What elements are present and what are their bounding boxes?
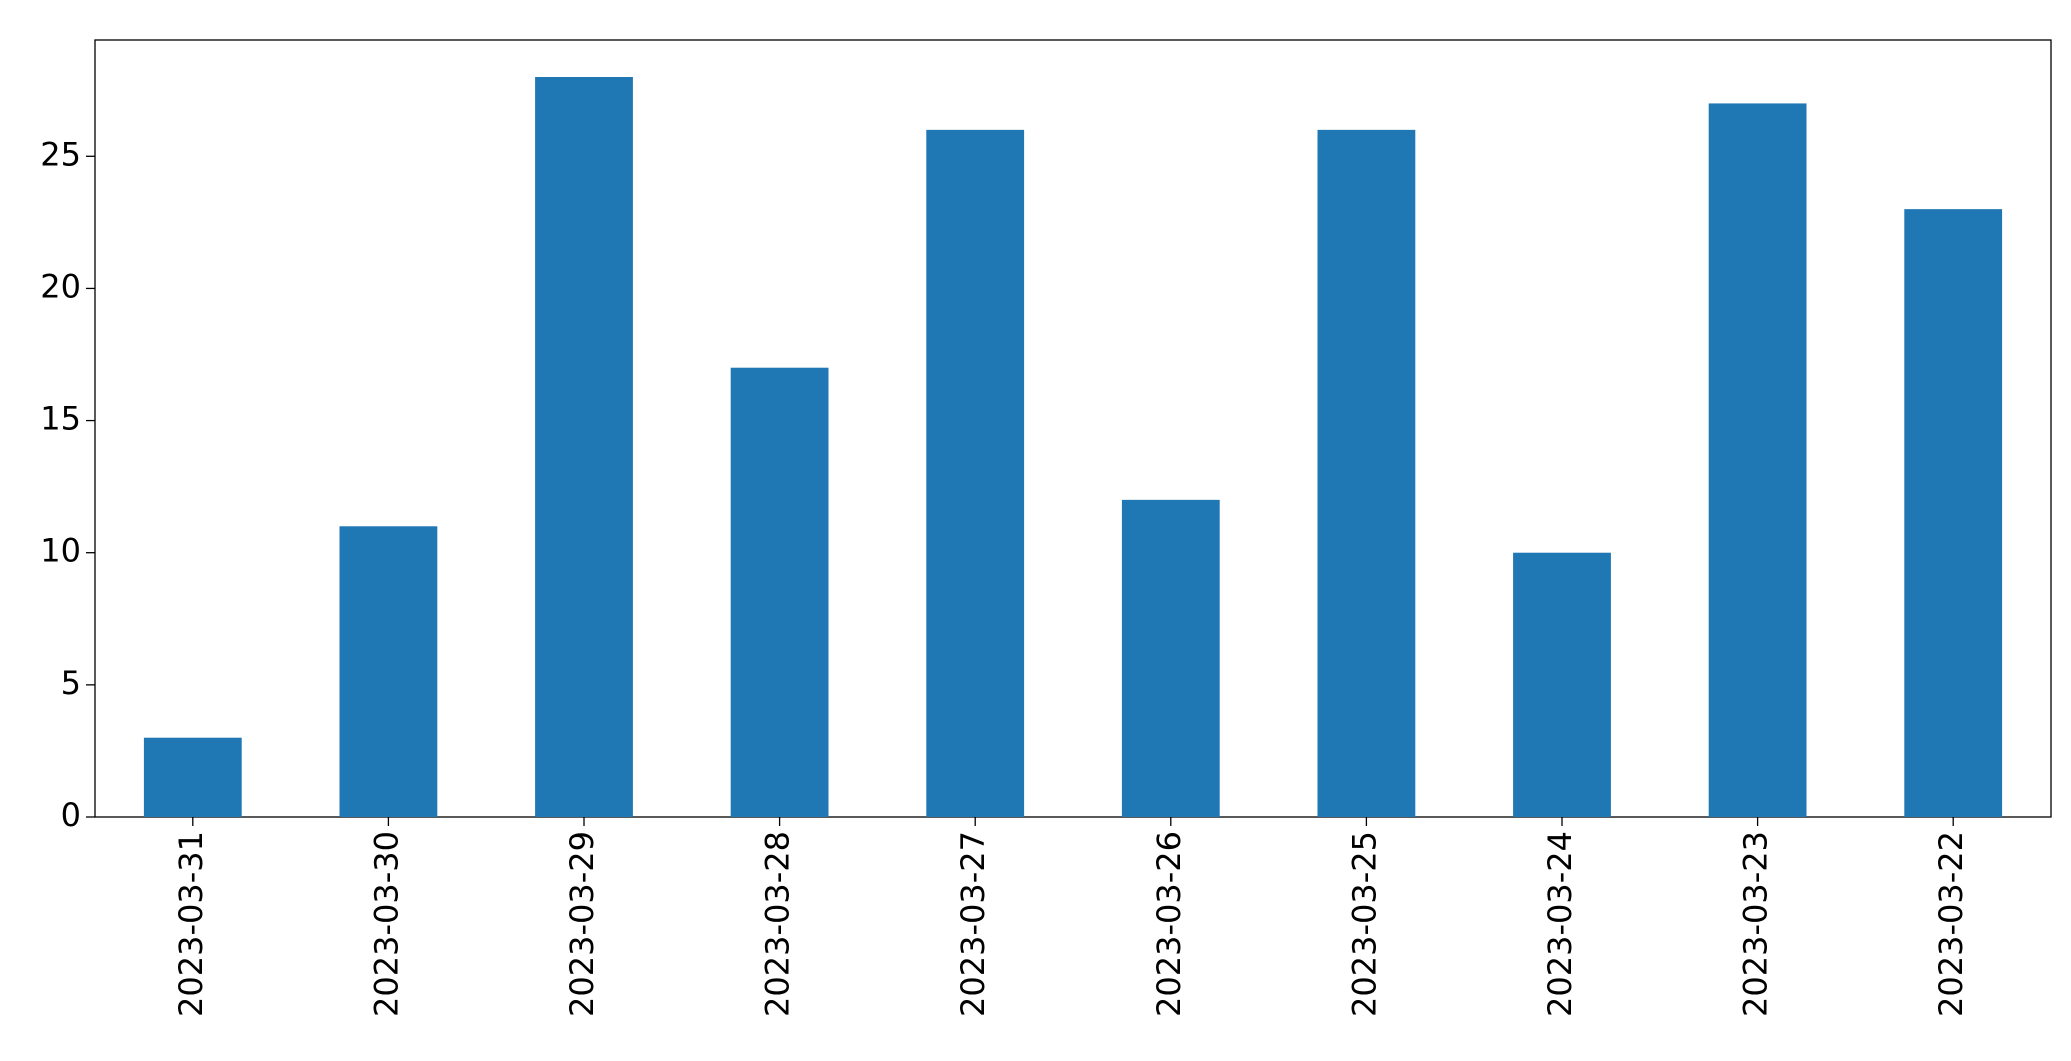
bar [535, 77, 633, 817]
x-tick-label: 2023-03-25 [1345, 831, 1383, 1017]
bar [1904, 209, 2003, 818]
y-tick-label: 5 [61, 664, 81, 702]
plot-frame [94, 39, 2052, 818]
x-tick-label: 2023-03-30 [367, 831, 405, 1017]
x-tick-label: 2023-03-22 [1932, 831, 1970, 1017]
y-tick-label: 25 [40, 135, 81, 173]
bar [1317, 129, 1416, 817]
y-tick-label: 0 [61, 796, 81, 834]
x-tick-label: 2023-03-28 [759, 831, 797, 1017]
bar [1708, 103, 1807, 817]
bar [1513, 552, 1611, 817]
x-tick-label: 2023-03-23 [1737, 831, 1775, 1017]
x-tick-label: 2023-03-27 [954, 831, 992, 1017]
x-tick-label: 2023-03-29 [563, 831, 601, 1017]
bar [143, 737, 242, 817]
bar [926, 129, 1025, 817]
y-tick-label: 10 [40, 532, 81, 570]
x-tick-label: 2023-03-31 [172, 831, 210, 1017]
y-tick-label: 15 [40, 400, 81, 438]
x-tick-label: 2023-03-24 [1541, 831, 1579, 1017]
y-tick-label: 20 [40, 267, 81, 305]
bar [339, 526, 438, 817]
bar [1121, 499, 1220, 817]
bar [730, 367, 829, 817]
x-tick-label: 2023-03-26 [1150, 831, 1188, 1017]
